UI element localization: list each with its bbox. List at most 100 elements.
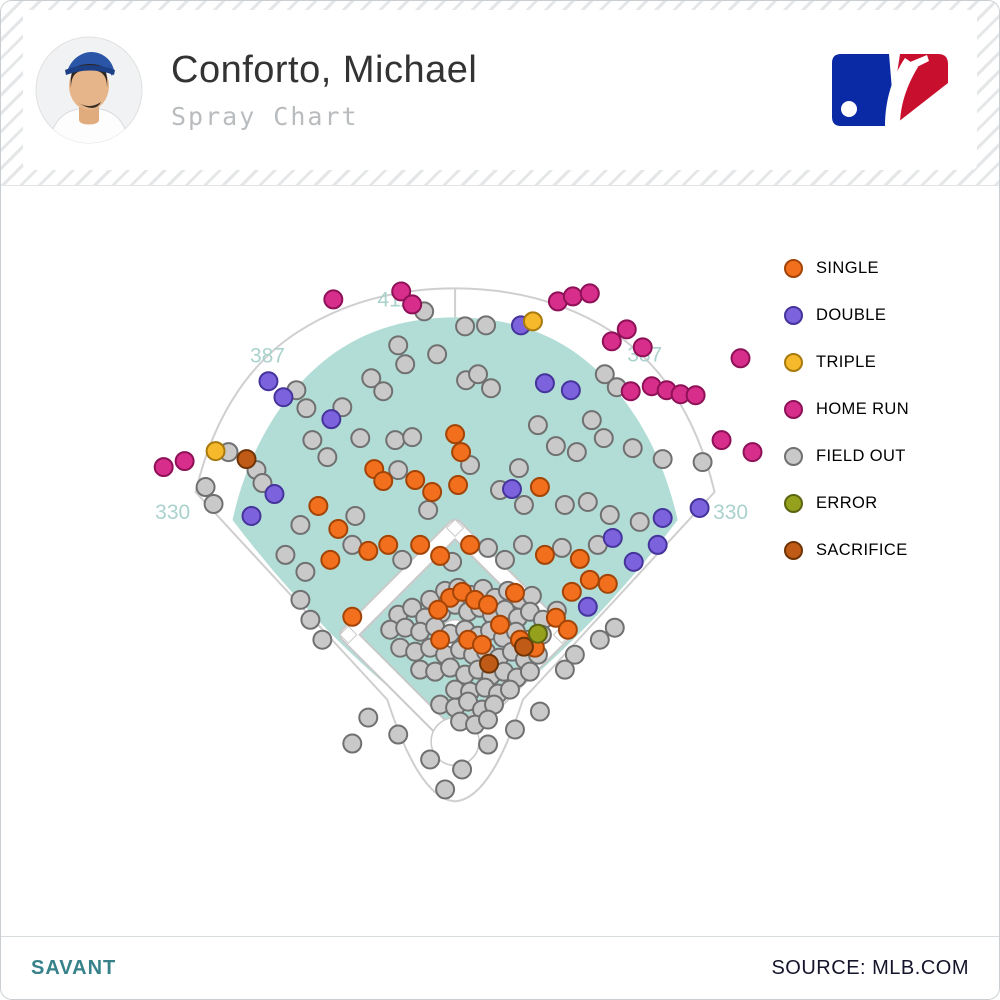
spray-dot-field_out[interactable]	[388, 335, 409, 356]
spray-dot-double[interactable]	[258, 371, 279, 392]
spray-dot-double[interactable]	[652, 507, 673, 528]
spray-dot-sacrifice[interactable]	[479, 653, 500, 674]
spray-dot-field_out[interactable]	[455, 316, 476, 337]
spray-dot-double[interactable]	[273, 387, 294, 408]
spray-dot-field_out[interactable]	[589, 629, 610, 650]
spray-dot-field_out[interactable]	[358, 707, 379, 728]
spray-dot-field_out[interactable]	[418, 500, 439, 520]
spray-dot-field_out[interactable]	[402, 597, 423, 618]
spray-dot-single[interactable]	[569, 548, 590, 569]
spray-dot-field_out[interactable]	[317, 447, 338, 468]
spray-dot-double[interactable]	[689, 498, 710, 518]
spray-dot-field_out[interactable]	[350, 428, 371, 449]
spray-dot-single[interactable]	[529, 477, 550, 498]
spray-dot-home_run[interactable]	[711, 430, 732, 451]
spray-dot-single[interactable]	[422, 482, 443, 502]
spray-dot-field_out[interactable]	[388, 460, 409, 481]
spray-dot-triple[interactable]	[205, 441, 226, 462]
spray-dot-field_out[interactable]	[345, 505, 366, 526]
spray-dot-field_out[interactable]	[203, 494, 224, 514]
spray-dot-single[interactable]	[445, 424, 466, 445]
spray-dot-field_out[interactable]	[545, 436, 566, 457]
spray-dot-double[interactable]	[623, 551, 644, 572]
spray-dot-field_out[interactable]	[373, 381, 394, 402]
spray-dot-field_out[interactable]	[385, 430, 406, 451]
spray-dot-single[interactable]	[534, 544, 555, 565]
spray-dot-field_out[interactable]	[395, 354, 416, 375]
spray-dot-home_run[interactable]	[402, 294, 423, 315]
spray-dot-single[interactable]	[561, 581, 582, 602]
spray-dot-field_out[interactable]	[481, 378, 501, 399]
spray-dot-field_out[interactable]	[512, 534, 533, 555]
spray-dot-home_run[interactable]	[174, 451, 195, 472]
spray-dot-single[interactable]	[430, 629, 451, 650]
spray-dot-field_out[interactable]	[500, 679, 520, 700]
spray-dot-home_run[interactable]	[153, 457, 174, 478]
spray-dot-field_out[interactable]	[554, 659, 575, 680]
spray-dot-single[interactable]	[378, 534, 399, 555]
spray-dot-home_run[interactable]	[620, 381, 641, 402]
spray-dot-field_out[interactable]	[388, 724, 409, 745]
spray-dot-single[interactable]	[430, 545, 451, 566]
spray-dot-double[interactable]	[647, 534, 668, 555]
spray-dot-field_out[interactable]	[290, 514, 311, 535]
spray-dot-sacrifice[interactable]	[236, 449, 257, 470]
spray-dot-home_run[interactable]	[742, 442, 763, 463]
spray-dot-field_out[interactable]	[495, 549, 515, 570]
spray-dot-single[interactable]	[579, 569, 600, 590]
spray-dot-single[interactable]	[358, 540, 379, 561]
spray-dot-field_out[interactable]	[508, 458, 529, 479]
spray-dot-field_out[interactable]	[300, 609, 321, 630]
spray-dot-field_out[interactable]	[468, 364, 489, 385]
spray-dot-field_out[interactable]	[392, 549, 413, 570]
spray-dot-double[interactable]	[602, 527, 623, 548]
spray-dot-field_out[interactable]	[195, 477, 216, 498]
spray-dot-field_out[interactable]	[302, 430, 323, 451]
spray-dot-sacrifice[interactable]	[513, 636, 534, 657]
spray-dot-field_out[interactable]	[622, 438, 643, 459]
spray-dot-field_out[interactable]	[527, 415, 548, 436]
spray-dot-field_out[interactable]	[594, 364, 615, 385]
spray-dot-field_out[interactable]	[599, 504, 620, 525]
spray-dot-home_run[interactable]	[562, 286, 583, 307]
spray-dot-field_out[interactable]	[529, 701, 550, 722]
spray-dot-field_out[interactable]	[692, 452, 713, 473]
spray-dot-single[interactable]	[504, 582, 525, 603]
spray-dot-field_out[interactable]	[435, 779, 456, 800]
spray-dot-home_run[interactable]	[730, 348, 751, 369]
spray-dot-double[interactable]	[321, 409, 342, 430]
spray-dot-single[interactable]	[545, 607, 566, 628]
spray-dot-single[interactable]	[448, 475, 469, 496]
spray-dot-single[interactable]	[410, 534, 431, 555]
spray-dot-single[interactable]	[405, 470, 426, 491]
spray-dot-triple[interactable]	[522, 311, 543, 332]
spray-dot-field_out[interactable]	[296, 398, 317, 419]
spray-dot-single[interactable]	[490, 614, 510, 635]
spray-dot-field_out[interactable]	[275, 544, 296, 565]
spray-dot-field_out[interactable]	[342, 733, 363, 754]
spray-dot-single[interactable]	[460, 534, 481, 555]
spray-dot-single[interactable]	[451, 442, 472, 463]
spray-dot-double[interactable]	[534, 373, 555, 394]
spray-dot-field_out[interactable]	[476, 315, 497, 336]
spray-dot-field_out[interactable]	[554, 495, 575, 515]
spray-dot-field_out[interactable]	[427, 344, 448, 365]
spray-dot-home_run[interactable]	[579, 283, 600, 304]
spray-dot-double[interactable]	[241, 505, 262, 526]
spray-dot-field_out[interactable]	[577, 492, 598, 512]
spray-dot-home_run[interactable]	[632, 337, 653, 358]
spray-dot-field_out[interactable]	[420, 749, 441, 770]
spray-dot-field_out[interactable]	[452, 759, 473, 780]
spray-dot-home_run[interactable]	[391, 281, 412, 302]
spray-dot-double[interactable]	[501, 479, 522, 500]
spray-dot-field_out[interactable]	[593, 428, 614, 449]
spray-dot-double[interactable]	[264, 484, 285, 504]
spray-dot-field_out[interactable]	[551, 537, 572, 558]
spray-dot-single[interactable]	[373, 471, 394, 492]
spray-dot-single[interactable]	[320, 549, 341, 570]
spray-dot-single[interactable]	[557, 619, 578, 640]
spray-dot-field_out[interactable]	[581, 410, 602, 431]
spray-dot-field_out[interactable]	[402, 427, 423, 448]
spray-dot-single[interactable]	[328, 518, 349, 539]
spray-dot-field_out[interactable]	[519, 661, 540, 682]
